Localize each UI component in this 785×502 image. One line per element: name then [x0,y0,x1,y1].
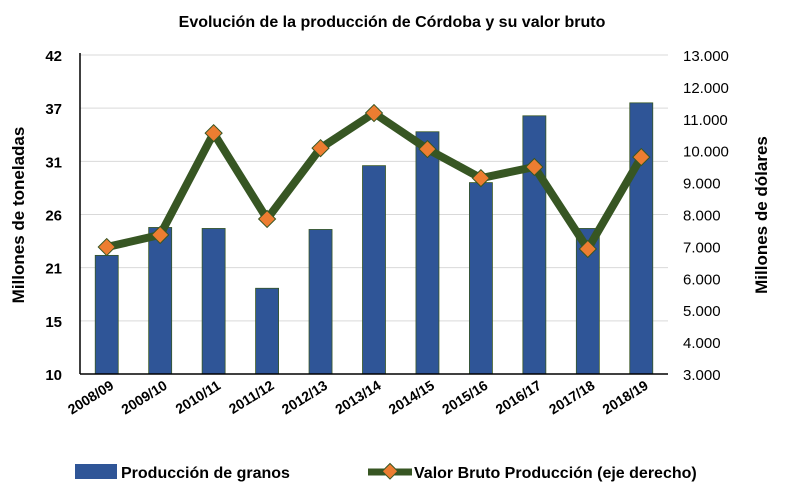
y2-tick-label: 13.000 [683,48,729,65]
bar-2009/10 [148,227,173,375]
y-tick-label: 37 [45,101,62,118]
bar-2015/16 [469,182,493,375]
line-marker-2017/18 [578,239,598,259]
bar-2012/13 [308,229,333,375]
x-tick-label: 2013/14 [332,377,384,417]
legend-marker-swatch [381,462,399,480]
x-tick-label: 2017/18 [546,377,598,417]
bar-2016/17 [522,115,547,375]
y2-tick-label: 5.000 [683,303,721,320]
bar-2018/19 [629,102,654,375]
legend-bar-swatch [75,464,117,479]
line-marker-2010/11 [204,123,223,143]
x-tick-label: 2016/17 [493,377,545,417]
bar-2008/09 [94,254,119,375]
bar-2014/15 [415,131,440,375]
y2-tick-label: 12.000 [683,80,729,97]
y-tick-label: 26 [45,208,62,225]
x-tick-label: 2015/16 [439,377,491,417]
y2-tick-label: 7.000 [683,239,721,256]
y-tick-label: 42 [45,48,62,65]
bar-2013/14 [362,165,386,375]
line-marker-2013/14 [364,103,384,123]
x-tick-label: 2012/13 [279,377,331,417]
x-tick-label: 2009/10 [118,377,170,417]
line-marker-2016/17 [525,157,544,177]
y2-tick-label: 6.000 [683,271,721,288]
x-tick-label: 2011/12 [226,377,277,417]
x-tick-label: 2010/11 [172,377,223,417]
x-tick-label: 2008/09 [65,377,117,417]
line-marker-2015/16 [471,168,491,188]
y2-tick-label: 9.000 [683,176,721,193]
legend: Producción de granos Valor Bruto Producc… [75,462,697,482]
y2-tick-label: 3.000 [683,367,721,384]
x-tick-label: 2014/15 [386,377,438,417]
line-marker-2009/10 [150,225,170,245]
line-marker-2018/19 [632,147,651,167]
y-tick-label: 10 [45,367,62,384]
line-marker-2012/13 [311,138,330,158]
legend-label-bars: Producción de granos [121,465,290,482]
y2-tick-label: 11.000 [683,112,728,129]
y-tick-label: 21 [45,261,62,278]
line-marker-2011/12 [257,209,277,229]
bar-2010/11 [201,228,226,375]
y2-axis-label: Millones de dólares [752,136,771,294]
y2-tick-label: 8.000 [683,208,721,225]
chart-title: Evolución de la producción de Córdoba y … [179,14,606,31]
bar-2011/12 [255,287,279,375]
line-marker-2014/15 [418,139,437,159]
y-tick-label: 15 [45,314,62,331]
y2-tick-label: 4.000 [683,335,721,352]
y-axis-label: Millones de toneladas [9,127,28,304]
legend-label-line: Valor Bruto Producción (eje derecho) [414,465,697,482]
line-marker-2008/09 [97,237,116,257]
y-tick-label: 31 [45,154,62,171]
x-tick-label: 2018/19 [599,377,651,417]
y2-tick-label: 10.000 [683,144,729,161]
